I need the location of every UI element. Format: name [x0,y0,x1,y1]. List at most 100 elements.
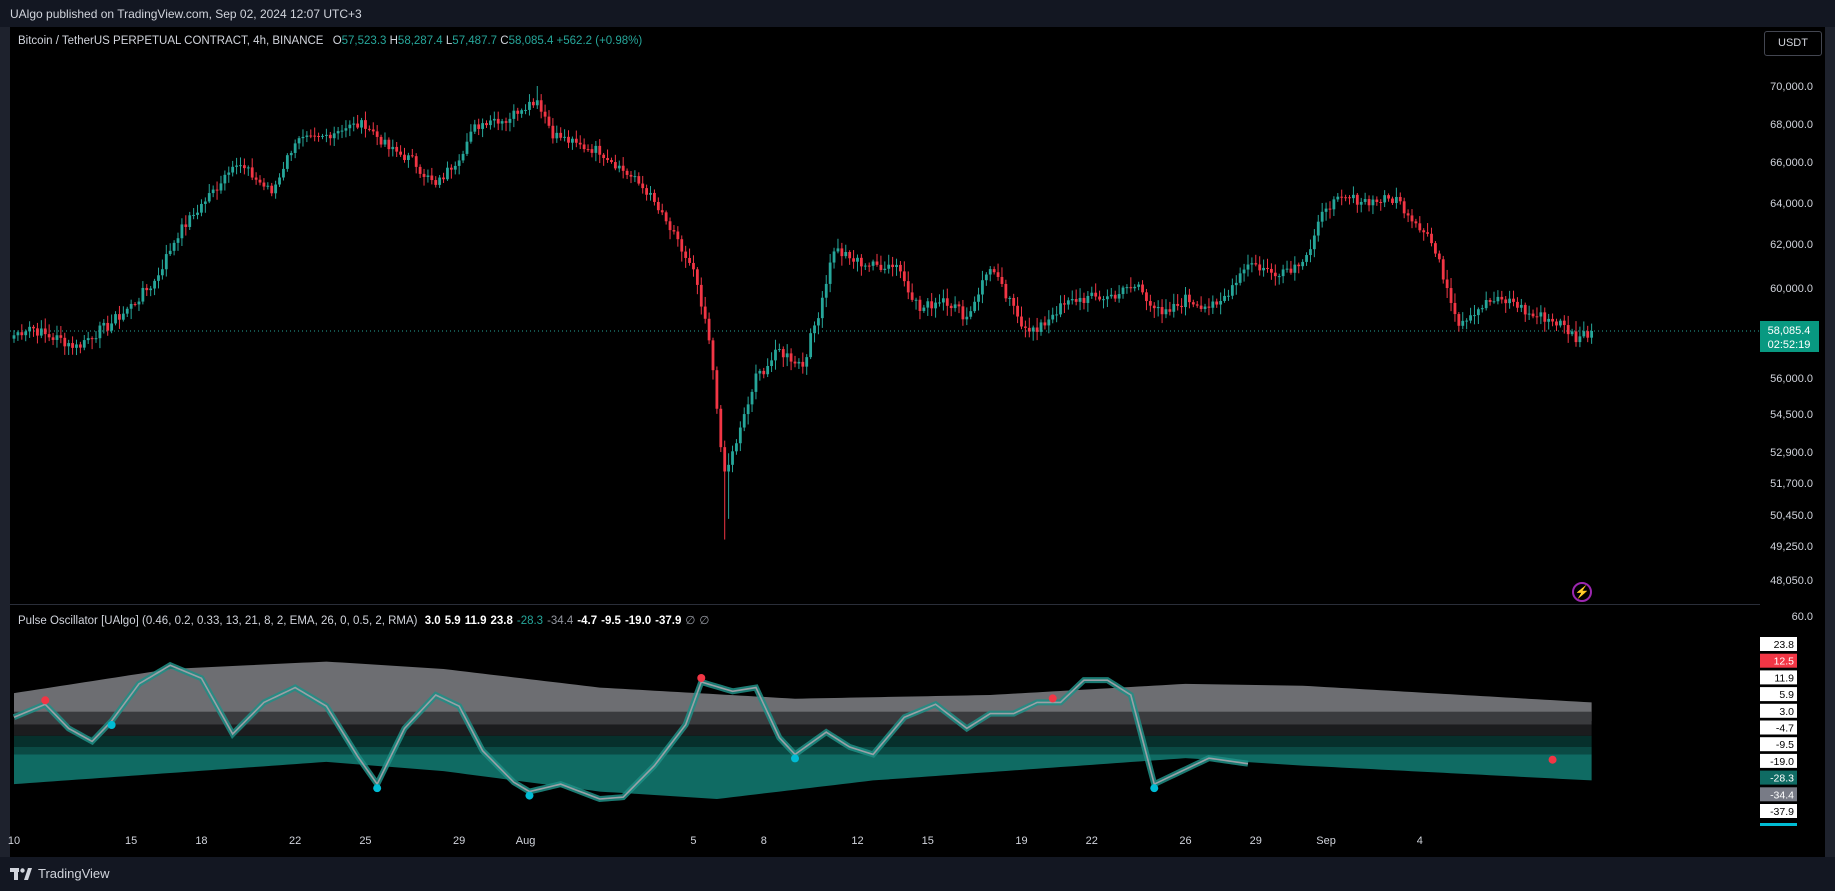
candle-body [364,120,367,129]
candle-body [1168,309,1172,312]
candle [1211,295,1215,314]
candle [781,346,785,367]
candle [1098,290,1101,302]
candle-body [992,269,996,273]
symbol-name[interactable]: Bitcoin / TetherUS PERPETUAL CONTRACT, 4… [18,35,324,47]
candle-body [278,177,281,185]
currency-button[interactable]: USDT [1764,31,1822,56]
candle-body [1023,326,1027,328]
candle-body [1098,296,1101,300]
candle [707,312,711,345]
osc-axis-badge-label: -28.3 [1770,773,1794,785]
candle-body [703,306,707,319]
candle [340,124,344,139]
candle-body [449,167,453,170]
candle-body [1535,316,1539,318]
candle [1273,264,1277,286]
candle-body [356,123,360,128]
candle [55,325,59,348]
candle-body [719,408,723,448]
candle [797,358,801,369]
candle [1457,312,1461,332]
candle [485,120,488,128]
candle [859,254,863,276]
buy-signal-dot [107,721,116,729]
candle [1141,280,1144,295]
candle [563,129,567,142]
candle [1250,257,1254,273]
candle [1363,192,1367,205]
candle [926,298,930,316]
candle [598,139,602,164]
candle-body [1293,264,1297,273]
candle [1531,309,1535,319]
candle-body [1562,320,1566,326]
candle [1484,291,1488,311]
candle-body [1113,294,1117,299]
candle [1324,202,1328,221]
candle [364,111,367,138]
candle [848,250,852,265]
candle-body [695,269,699,285]
candle-body [1074,299,1078,302]
candle-body [67,343,71,347]
candle [1461,312,1465,330]
sell-signal-dot [697,674,706,682]
candle [1008,296,1012,306]
candle-body [1492,301,1496,303]
candle [1352,186,1355,204]
candle-body [1273,272,1277,277]
candle-body [981,280,984,295]
candle-body [1051,314,1055,320]
candle-body [680,239,684,252]
pane-separator[interactable] [10,604,1760,605]
osc-axis-badge-label: 5.9 [1779,689,1794,701]
candle-body [1172,303,1176,312]
osc-axis-badge-label: -9.5 [1776,739,1794,751]
candle-body [379,136,383,145]
countdown-timer: 02:52:19 [1768,339,1811,351]
candle-body [282,168,285,178]
candle [914,297,918,310]
indicator-name[interactable]: Pulse Oscillator [UAlgo] (0.46, 0.2, 0.3… [18,615,418,627]
candle-body [840,248,844,257]
candle-body [1266,267,1269,269]
lightning-icon[interactable]: ⚡ [1572,582,1592,602]
candle [1145,288,1148,311]
candle-body [1324,208,1328,212]
candle-body [1355,194,1359,205]
candle-body [1547,318,1551,322]
candle-body [965,316,969,320]
candle-body [305,135,309,137]
candle [996,263,1000,281]
candle-body [633,176,637,178]
candle-body [168,250,172,255]
candle-body [430,175,434,181]
candle-body [590,149,594,153]
candle [410,148,414,158]
indicator-value: -34.4 [547,615,574,627]
candle [1590,323,1594,344]
candle-body [1090,292,1094,296]
candle [1031,325,1035,341]
candle [1289,260,1293,275]
osc-axis-badge [1760,770,1797,785]
tradingview-logo[interactable]: TradingView [10,866,110,881]
candle [43,318,47,343]
candle [473,119,477,135]
candle [1519,298,1523,313]
candle [442,172,445,183]
candle [231,160,235,177]
candle [90,336,94,350]
candle [1414,218,1418,228]
brand-name: TradingView [38,866,110,881]
candle-body [805,357,809,367]
osc-axis-badge [1760,653,1797,668]
candle [582,138,586,153]
candle [602,152,606,166]
candle-body [90,338,94,340]
candle [1004,279,1008,302]
osc-axis-badge [1760,753,1797,768]
candle [1207,298,1211,316]
candle-body [160,269,164,276]
